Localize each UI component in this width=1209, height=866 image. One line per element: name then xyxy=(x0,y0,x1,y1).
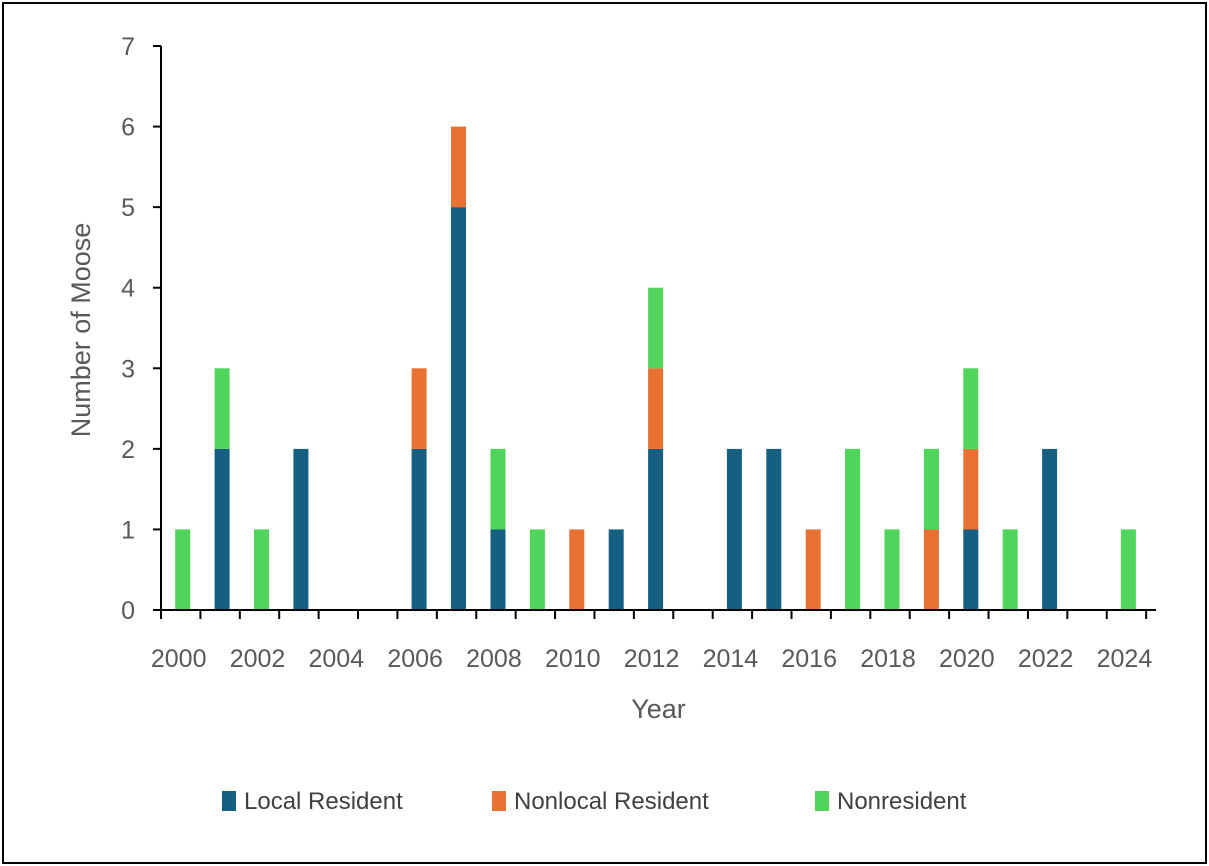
bar-2017-series-2 xyxy=(845,448,861,610)
moose-chart: 0 1 2 3 4 5 6 7 2000 2002 2004 2006 2008 2010 2012 2014… xyxy=(66,33,1156,815)
bar-2001-series-0 xyxy=(214,448,230,610)
bar-2006-series-0 xyxy=(411,448,427,610)
x-tick-label-2006: 2006 xyxy=(387,645,443,673)
bar-2009-series-2 xyxy=(529,529,545,610)
bar-2002-series-2 xyxy=(254,529,269,610)
legend-label-1: Nonlocal Resident xyxy=(514,788,709,815)
y-tick-label-6: 6 xyxy=(121,114,135,142)
x-tick-label-2018: 2018 xyxy=(860,645,916,673)
bar-2012-series-2 xyxy=(648,287,664,369)
x-tick-label-2000: 2000 xyxy=(151,645,207,673)
y-tick-label-7: 7 xyxy=(121,33,135,61)
y-axis-title: Number of Moose xyxy=(66,223,96,438)
x-tick-label-2002: 2002 xyxy=(230,645,286,673)
bar-2021-series-2 xyxy=(1002,529,1018,610)
y-tick-label-0: 0 xyxy=(121,597,135,625)
tick-labels-layer: 0 1 2 3 4 5 6 7 2000 2002 2004 2006 2008 2010 2012 2014… xyxy=(121,33,1152,673)
bar-2016-series-1 xyxy=(805,529,821,610)
x-tick-label-2010: 2010 xyxy=(545,645,601,673)
bar-2008-series-2 xyxy=(490,448,506,530)
legend-swatch-1 xyxy=(492,791,506,811)
bar-2008-series-0 xyxy=(490,529,506,610)
bar-2006-series-1 xyxy=(411,368,427,449)
bar-2000-series-2 xyxy=(175,529,191,610)
bars-layer xyxy=(175,126,1136,610)
x-tick-label-2004: 2004 xyxy=(309,645,365,673)
bar-2001-series-2 xyxy=(214,368,230,449)
legend-swatch-0 xyxy=(222,791,236,811)
bar-2024-series-2 xyxy=(1120,529,1136,610)
bar-2010-series-1 xyxy=(569,529,585,610)
bar-2020-series-2 xyxy=(963,368,979,449)
y-tick-label-5: 5 xyxy=(121,194,135,222)
y-tick-label-1: 1 xyxy=(121,516,135,544)
bar-2019-series-2 xyxy=(923,448,939,530)
bar-2019-series-1 xyxy=(923,529,939,610)
bar-2014-series-0 xyxy=(726,448,742,610)
y-tick-label-4: 4 xyxy=(121,275,135,303)
bar-2018-series-2 xyxy=(884,529,900,610)
bar-2020-series-0 xyxy=(963,529,979,610)
x-tick-label-2008: 2008 xyxy=(466,645,522,673)
x-tick-label-2016: 2016 xyxy=(781,645,837,673)
bar-2022-series-0 xyxy=(1042,448,1058,610)
y-tick-label-2: 2 xyxy=(121,436,135,464)
x-axis-title: Year xyxy=(631,694,686,724)
legend-label-0: Local Resident xyxy=(244,788,403,815)
x-tick-label-2012: 2012 xyxy=(624,645,680,673)
bar-2020-series-1 xyxy=(963,448,979,530)
bar-2015-series-0 xyxy=(766,448,782,610)
bar-2012-series-0 xyxy=(648,448,664,610)
bar-2012-series-1 xyxy=(648,368,664,449)
bar-2007-series-1 xyxy=(451,126,466,208)
legend-label-2: Nonresident xyxy=(837,788,967,815)
legend-swatch-2 xyxy=(815,791,829,811)
bar-2007-series-0 xyxy=(451,207,466,610)
x-tick-label-2024: 2024 xyxy=(1097,645,1153,673)
x-tick-label-2022: 2022 xyxy=(1018,645,1074,673)
axes-layer xyxy=(153,45,1156,619)
bar-2011-series-0 xyxy=(608,529,624,610)
y-tick-label-3: 3 xyxy=(121,355,135,383)
legend: Local Resident Nonlocal Resident Nonreside… xyxy=(222,788,967,815)
bar-2003-series-0 xyxy=(293,448,309,610)
x-tick-label-2014: 2014 xyxy=(703,645,759,673)
x-tick-label-2020: 2020 xyxy=(939,645,995,673)
